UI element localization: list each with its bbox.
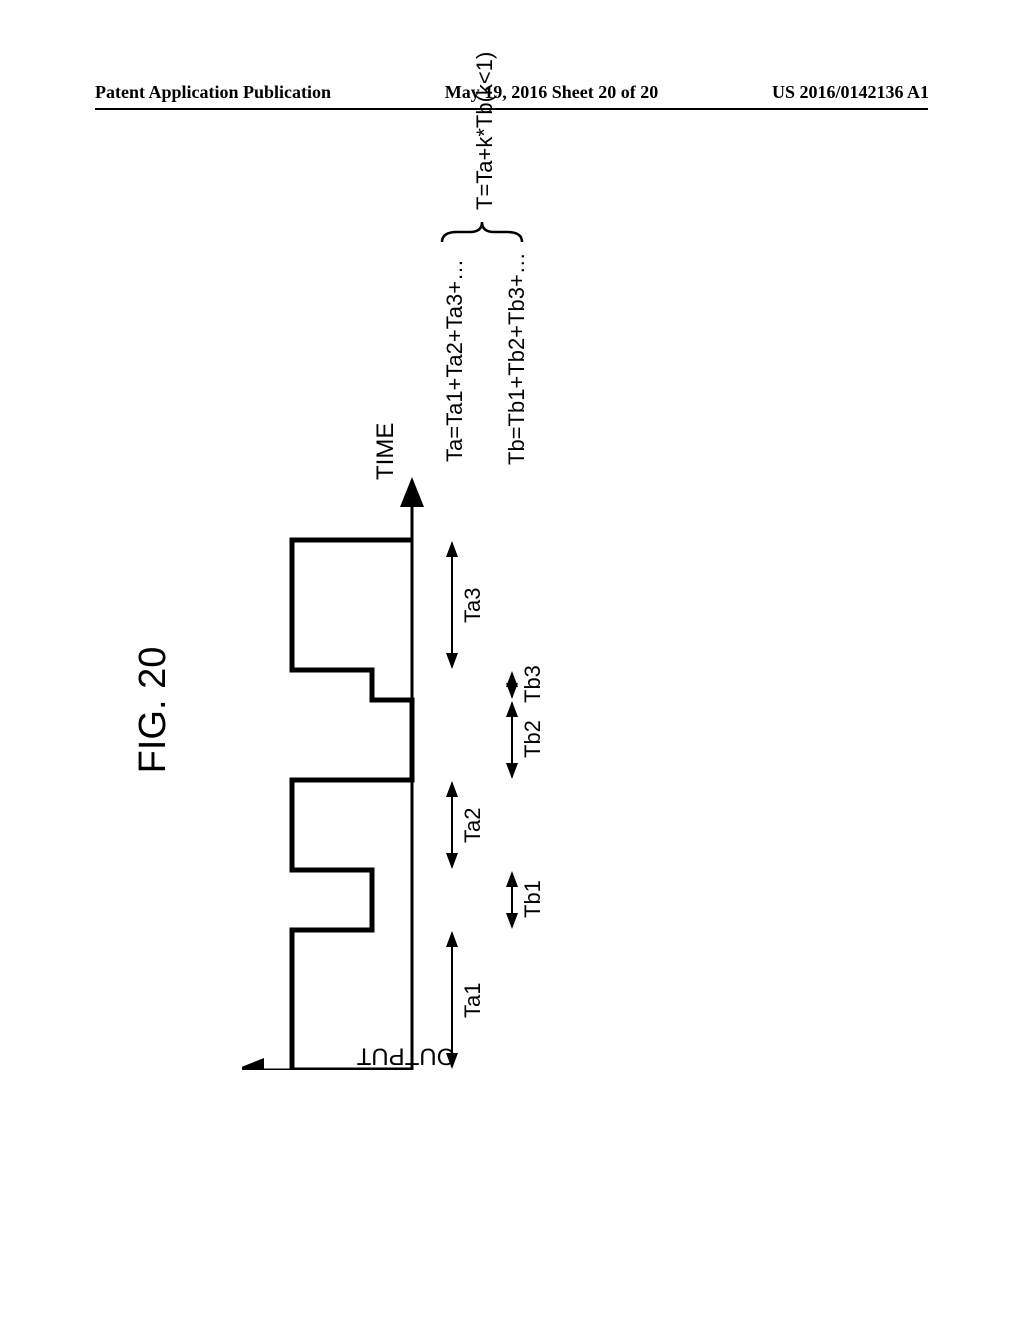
interval-ta2: Ta2 bbox=[460, 808, 486, 843]
rotated-figure: FIG. 20 OUTPUT TIME bbox=[112, 210, 912, 1210]
equation-tb: Tb=Tb1+Tb2+Tb3+… bbox=[504, 252, 530, 465]
interval-ta1: Ta1 bbox=[460, 983, 486, 1018]
interval-tb1: Tb1 bbox=[520, 880, 546, 918]
figure-title: FIG. 20 bbox=[132, 647, 175, 774]
interval-tb3: Tb3 bbox=[520, 665, 546, 703]
equation-ta: Ta=Ta1+Ta2+Ta3+… bbox=[442, 259, 468, 462]
header-left: Patent Application Publication bbox=[95, 82, 331, 103]
header-rule bbox=[95, 108, 928, 110]
interval-ta3: Ta3 bbox=[460, 588, 486, 623]
header-right: US 2016/0142136 A1 bbox=[772, 82, 929, 103]
waveform-chart bbox=[242, 170, 742, 1070]
equation-result: T=Ta+k*Tb(k<1) bbox=[472, 52, 498, 210]
figure-container: FIG. 20 OUTPUT TIME bbox=[0, 160, 1024, 1260]
interval-tb2: Tb2 bbox=[520, 720, 546, 758]
